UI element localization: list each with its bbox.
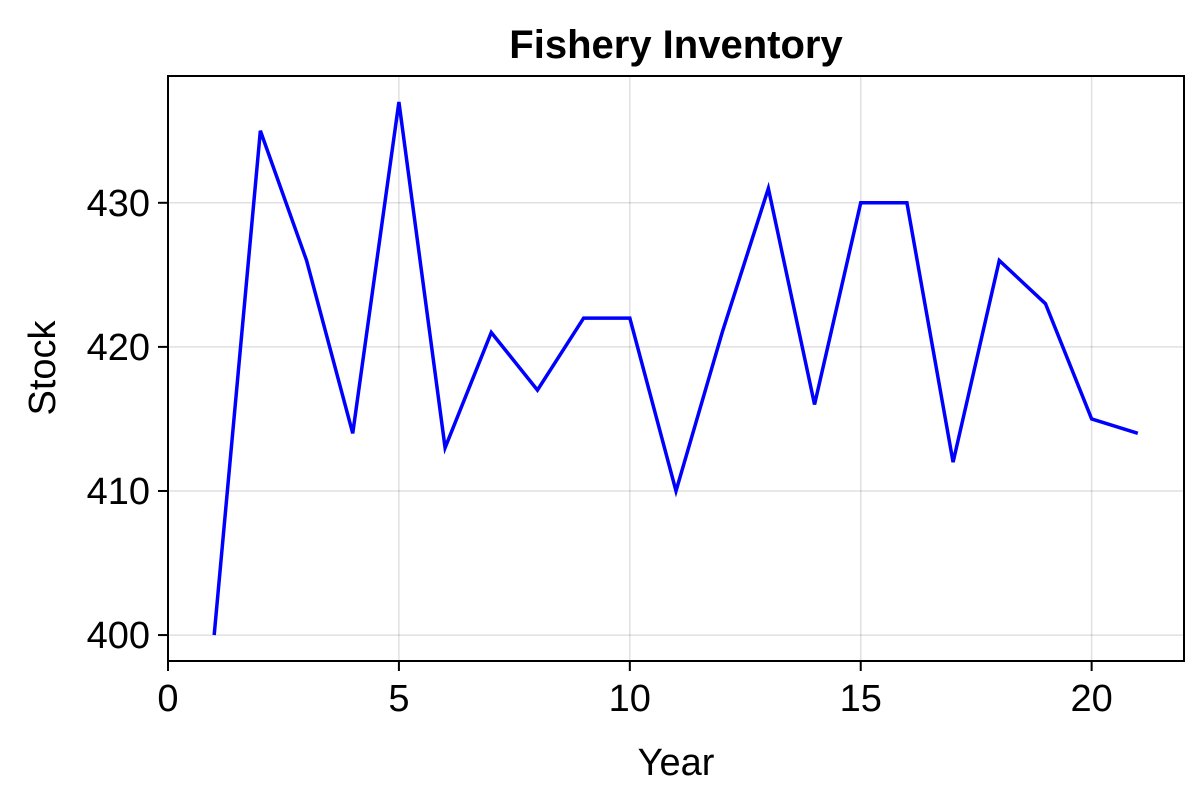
- series-line: [212, 101, 1139, 636]
- y-tick-label: 420: [87, 327, 150, 369]
- x-tick-label: 15: [840, 678, 882, 720]
- ticks: 0 5 10 15 20 400 410 420 430: [87, 183, 1113, 720]
- grid: [167, 76, 1184, 661]
- x-axis-label: Year: [638, 742, 715, 784]
- x-tick-label: 20: [1070, 678, 1112, 720]
- y-axis-label: Stock: [22, 319, 64, 415]
- series-layer: [212, 101, 1139, 636]
- y-tick-label: 410: [87, 471, 150, 513]
- y-tick-label: 430: [87, 183, 150, 225]
- plot-frame: [167, 75, 1185, 662]
- x-tick-label: 10: [609, 678, 651, 720]
- x-tick-label: 5: [388, 678, 409, 720]
- chart-title: Fishery Inventory: [509, 23, 843, 67]
- y-tick-label: 400: [87, 615, 150, 657]
- x-tick-label: 0: [157, 678, 178, 720]
